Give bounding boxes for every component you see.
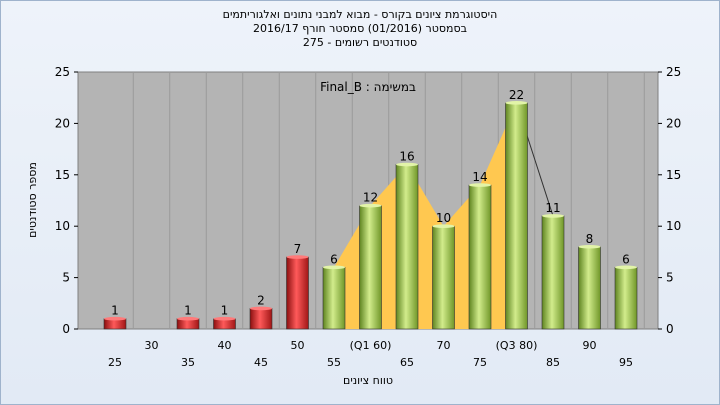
bar-cap bbox=[469, 183, 491, 187]
bar-cap bbox=[615, 265, 637, 270]
bar-label: 12 bbox=[363, 191, 378, 205]
bar bbox=[541, 215, 565, 330]
y-tick-label-right: 15 bbox=[666, 168, 681, 182]
bar-label: 1 bbox=[221, 304, 229, 318]
chart-title-line-2: בסמסטר (01/2016) סמסטר חורף 2016/17 bbox=[253, 22, 467, 35]
x-tick-label: 85 bbox=[546, 356, 560, 369]
bar bbox=[395, 164, 419, 330]
bar-cap bbox=[396, 162, 418, 167]
y-tick-label: 0 bbox=[62, 322, 70, 336]
bar-cap bbox=[250, 306, 272, 311]
bar-label: 1 bbox=[184, 304, 192, 318]
y-tick-label-right: 10 bbox=[666, 219, 681, 233]
y-tick-label-right: 0 bbox=[666, 322, 674, 336]
x-axis: 25 30 35 40 45 50 55 (Q1 60) 65 70 75 (Q3 80) 85 90 95 bbox=[108, 339, 633, 369]
bar-label: 22 bbox=[509, 88, 524, 102]
chart-title-line-3: סטודנטים רשומים - 275 bbox=[302, 36, 418, 49]
y-tick-label: 20 bbox=[55, 116, 70, 130]
x-tick-label: 50 bbox=[291, 339, 305, 352]
bar bbox=[505, 102, 528, 330]
bar bbox=[286, 256, 309, 330]
bar-label: 11 bbox=[545, 201, 560, 215]
y-axis-title: מספר סטודנטים bbox=[26, 162, 39, 238]
chart-title-line-1: היסטוגרמת ציונים בקורס - מבוא למבני נתונ… bbox=[222, 8, 498, 21]
bar-cap bbox=[177, 316, 199, 321]
bar-cap bbox=[578, 244, 601, 249]
y-tick-label: 15 bbox=[55, 168, 70, 182]
y-axis-left: 0 5 10 15 20 25 bbox=[55, 65, 78, 336]
y-tick-label-right: 5 bbox=[666, 271, 674, 285]
bar-cap bbox=[104, 316, 126, 321]
chart-titles: היסטוגרמת ציונים בקורס - מבוא למבני נתונ… bbox=[0, 8, 720, 50]
bar-label: 1 bbox=[111, 304, 119, 318]
x-tick-label: 65 bbox=[400, 356, 414, 369]
bar-label: 14 bbox=[472, 170, 487, 184]
x-tick-label: 40 bbox=[218, 339, 232, 352]
bar-label: 16 bbox=[399, 150, 414, 164]
bar-cap bbox=[505, 101, 528, 105]
bar bbox=[359, 205, 382, 330]
x-tick-label: 95 bbox=[619, 356, 633, 369]
bars-group bbox=[103, 101, 638, 330]
x-tick-label: 45 bbox=[254, 356, 268, 369]
bar bbox=[432, 225, 455, 330]
bar-cap bbox=[323, 265, 345, 270]
bar-label: 8 bbox=[586, 232, 594, 246]
y-tick-label-right: 20 bbox=[666, 116, 681, 130]
chart-annotation: במשימה : Final_B bbox=[320, 80, 416, 94]
x-tick-label: 25 bbox=[108, 356, 122, 369]
bar bbox=[614, 267, 638, 330]
bar-cap bbox=[213, 316, 236, 321]
bar-label: 6 bbox=[622, 252, 630, 266]
y-axis-right: 0 5 10 15 20 25 bbox=[658, 65, 681, 336]
x-tick-label: 70 bbox=[437, 339, 451, 352]
bar-label: 10 bbox=[436, 211, 451, 225]
x-tick-label: 30 bbox=[145, 339, 159, 352]
x-tick-label: (Q3 80) bbox=[496, 339, 538, 352]
bar-label: 2 bbox=[257, 293, 265, 307]
bar bbox=[249, 308, 273, 330]
y-tick-label: 25 bbox=[55, 65, 70, 79]
bar-label: 7 bbox=[294, 242, 302, 256]
y-tick-label: 10 bbox=[55, 219, 70, 233]
bar bbox=[322, 267, 346, 330]
x-tick-label: 35 bbox=[181, 356, 195, 369]
x-tick-label: (Q1 60) bbox=[350, 339, 392, 352]
bar-label: 6 bbox=[330, 252, 338, 266]
bar bbox=[468, 184, 492, 330]
bar bbox=[578, 246, 601, 330]
y-tick-label-right: 25 bbox=[666, 65, 681, 79]
x-tick-label: 90 bbox=[583, 339, 597, 352]
x-axis-title: טווח ציונים bbox=[343, 374, 393, 387]
y-tick-label: 5 bbox=[62, 271, 70, 285]
x-tick-label: 75 bbox=[473, 356, 487, 369]
bar-cap bbox=[359, 203, 382, 208]
x-tick-label: 55 bbox=[327, 356, 341, 369]
bar-cap bbox=[286, 255, 309, 259]
bar-cap bbox=[542, 214, 564, 218]
bar-cap bbox=[432, 224, 455, 228]
